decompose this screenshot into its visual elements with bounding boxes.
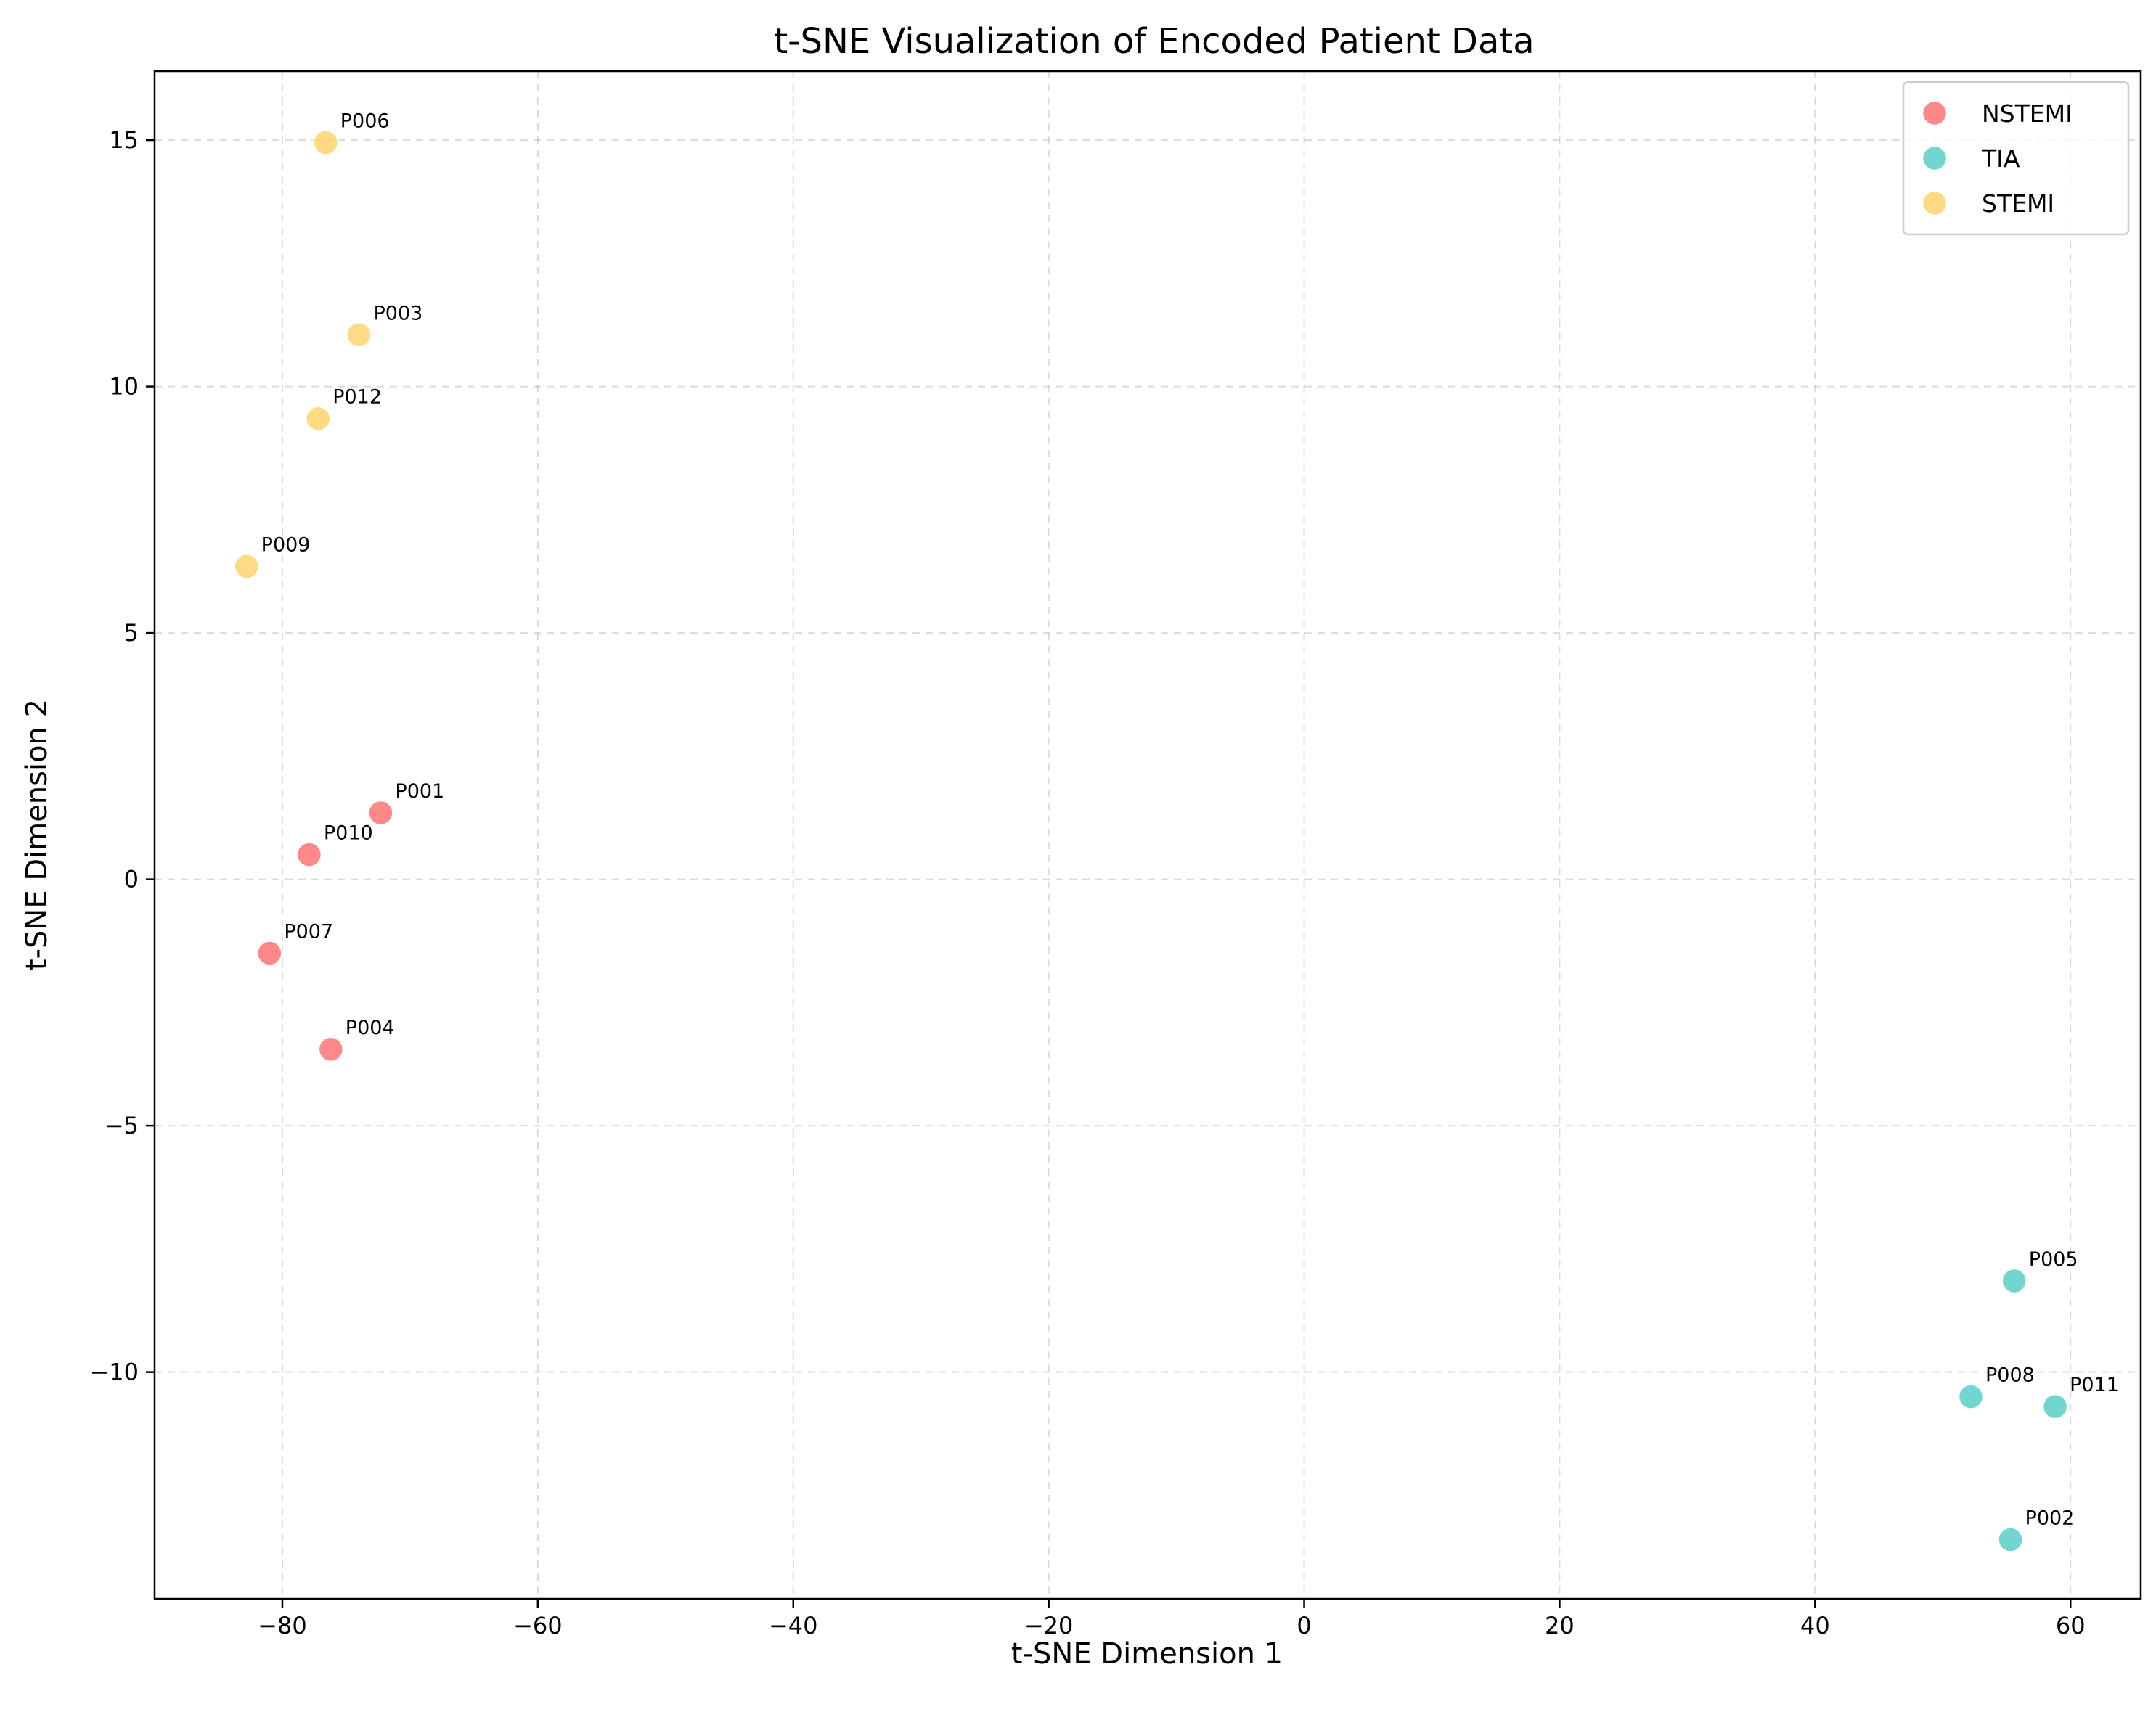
point-label-p001: P001: [395, 780, 444, 803]
legend-label-tia: TIA: [1981, 144, 2020, 173]
x-tick-label: −40: [769, 1612, 818, 1639]
point-label-p005: P005: [2029, 1248, 2078, 1271]
x-axis-ticks: −80 −60 −40 −20 0 20 40 60: [258, 1599, 2086, 1639]
point-label-p002: P002: [2025, 1507, 2075, 1530]
point-label-p004: P004: [346, 1017, 395, 1039]
data-points: [233, 129, 2069, 1553]
y-axis-label: t-SNE Dimension 2: [20, 699, 54, 970]
scatter-point-p009: [233, 553, 260, 580]
scatter-point-p004: [317, 1036, 345, 1063]
plot-frame: [153, 70, 2142, 1600]
point-label-p006: P006: [340, 110, 390, 132]
y-tick-label: 15: [109, 126, 139, 154]
legend-label-stemi: STEMI: [1982, 189, 2054, 218]
scatter-point-p007: [256, 940, 283, 967]
y-tick-label: −10: [89, 1359, 139, 1386]
legend-marker-nstemi: [1921, 99, 1948, 127]
scatter-point-p005: [2001, 1267, 2028, 1295]
point-label-p008: P008: [1985, 1364, 2035, 1387]
point-label-p007: P007: [284, 920, 333, 943]
scatter-point-p010: [295, 841, 323, 868]
point-label-p003: P003: [374, 302, 423, 324]
scatter-point-p003: [346, 322, 372, 348]
y-axis-ticks: −10 −5 0 5 10 15: [89, 126, 155, 1386]
point-labels: P001 P004 P007 P010 P002 P005 P008 P011 P003 P006…: [261, 110, 2119, 1529]
x-tick-label: −80: [258, 1612, 307, 1639]
scatter-point-p008: [1957, 1383, 1985, 1410]
x-axis-label: t-SNE Dimension 1: [1011, 1637, 1283, 1671]
scatter-point-p011: [2041, 1393, 2069, 1420]
x-tick-label: −60: [513, 1612, 563, 1639]
legend-marker-stemi: [1921, 189, 1948, 217]
scatter-point-p002: [1997, 1526, 2024, 1553]
scatter-point-p001: [367, 799, 394, 827]
legend-marker-tia: [1921, 144, 1948, 172]
y-tick-label: 10: [109, 373, 139, 401]
legend-box: [1902, 81, 2130, 236]
point-label-p012: P012: [332, 386, 382, 409]
x-tick-label: 40: [1800, 1612, 1830, 1639]
legend-label-nstemi: NSTEMI: [1982, 99, 2073, 128]
y-tick-label: −5: [105, 1112, 139, 1139]
scatter-point-p012: [304, 405, 332, 432]
chart-title: t-SNE Visualization of Encoded Patient D…: [774, 21, 1534, 62]
point-label-p011: P011: [2070, 1374, 2119, 1396]
x-tick-label: −20: [1024, 1612, 1074, 1639]
grid-lines: [155, 71, 2141, 1599]
y-tick-label: 5: [124, 619, 139, 647]
x-tick-label: 60: [2056, 1612, 2086, 1639]
x-tick-label: 0: [1297, 1612, 1311, 1639]
point-label-p009: P009: [261, 533, 311, 556]
legend: NSTEMI TIA STEMI: [1902, 81, 2130, 236]
x-tick-label: 20: [1545, 1612, 1575, 1639]
point-label-p010: P010: [324, 822, 373, 845]
y-tick-label: 0: [124, 866, 139, 893]
scatter-point-p006: [312, 129, 340, 156]
